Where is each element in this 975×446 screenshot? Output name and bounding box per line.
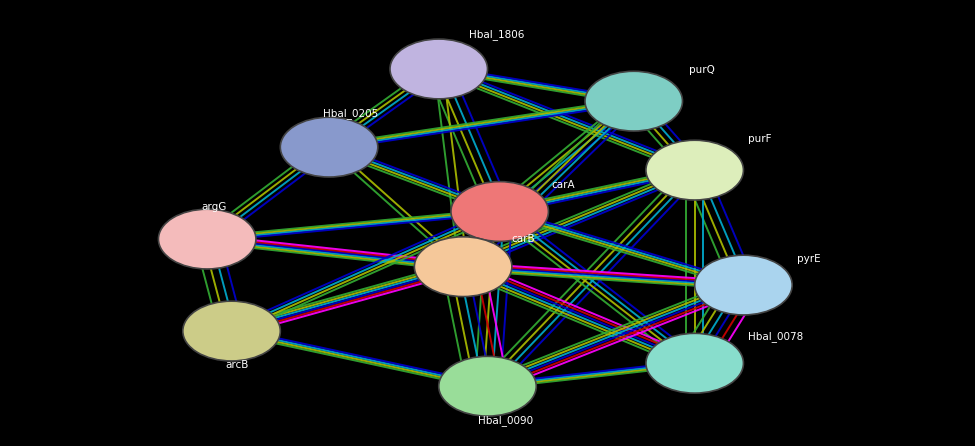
Text: purQ: purQ [688, 65, 715, 75]
Text: Hbal_0090: Hbal_0090 [478, 415, 533, 426]
Text: pyrE: pyrE [798, 254, 821, 264]
Ellipse shape [439, 356, 536, 416]
Ellipse shape [158, 209, 255, 269]
Ellipse shape [281, 117, 378, 177]
Text: arcB: arcB [225, 359, 249, 370]
Ellipse shape [585, 71, 682, 131]
Text: carA: carA [551, 180, 574, 190]
Ellipse shape [183, 301, 281, 361]
Text: Hbal_1806: Hbal_1806 [469, 29, 525, 40]
Ellipse shape [694, 255, 792, 315]
Text: Hbal_0078: Hbal_0078 [749, 331, 803, 342]
Ellipse shape [414, 237, 512, 297]
Ellipse shape [390, 39, 488, 99]
Text: Hbal_0205: Hbal_0205 [323, 108, 378, 120]
Ellipse shape [645, 140, 743, 200]
Text: argG: argG [201, 202, 226, 212]
Ellipse shape [450, 182, 548, 241]
Ellipse shape [645, 333, 743, 393]
Text: carB: carB [512, 234, 535, 244]
Text: purF: purF [749, 134, 772, 144]
